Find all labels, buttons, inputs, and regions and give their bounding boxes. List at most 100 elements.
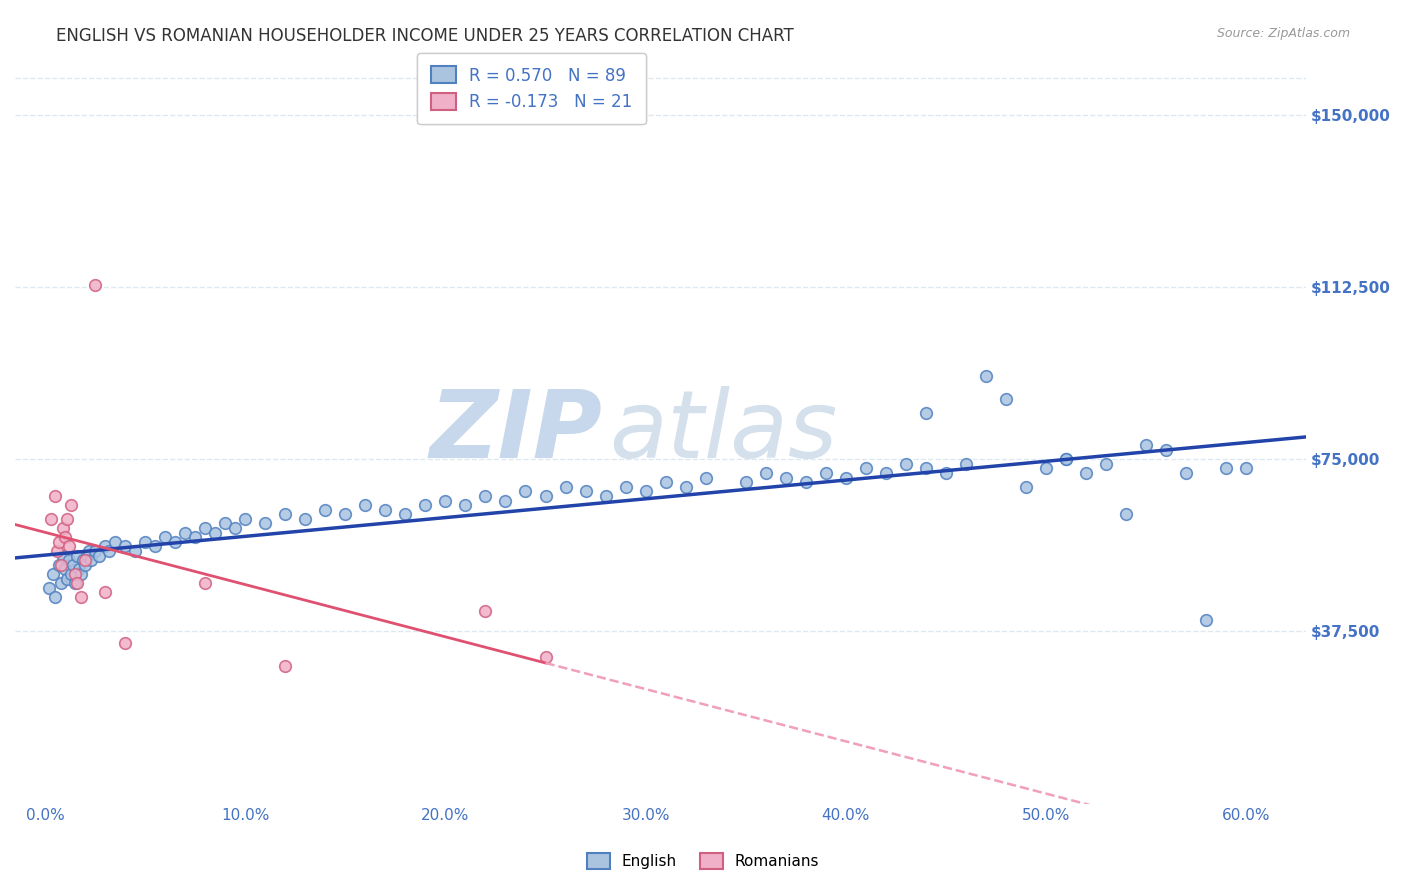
Point [1015,480,1038,494]
Point [62,558,84,572]
Point [63,576,86,591]
Point [134,534,156,549]
Point [734,475,756,490]
Point [534,649,557,664]
Point [634,484,657,499]
Point [814,466,837,480]
Point [1095,457,1118,471]
Point [274,508,297,522]
Point [75,553,97,567]
Point [38,581,60,595]
Point [66,549,89,563]
Point [84,277,107,292]
Point [1115,508,1137,522]
Point [515,484,537,499]
Point [294,512,316,526]
Point [48,558,70,572]
Point [955,457,977,471]
Point [143,540,166,554]
Point [70,590,93,604]
Point [72,553,94,567]
Point [434,493,457,508]
Point [1195,613,1218,627]
Point [49,558,72,572]
Point [63,566,86,581]
Point [77,544,100,558]
Text: ZIP: ZIP [430,385,603,477]
Point [56,512,79,526]
Point [44,590,66,604]
Point [174,525,197,540]
Point [354,498,377,512]
Legend: English, Romanians: English, Romanians [581,847,825,875]
Point [474,489,496,503]
Point [1074,466,1097,480]
Point [335,508,357,522]
Point [415,498,437,512]
Point [835,470,858,484]
Point [53,562,76,576]
Point [165,534,187,549]
Point [374,502,396,516]
Point [39,512,62,526]
Point [58,540,80,554]
Point [915,406,938,420]
Point [314,502,336,516]
Point [84,544,107,558]
Point [66,576,89,591]
Point [48,534,70,549]
Point [614,480,637,494]
Point [76,549,98,563]
Text: ENGLISH VS ROMANIAN HOUSEHOLDER INCOME UNDER 25 YEARS CORRELATION CHART: ENGLISH VS ROMANIAN HOUSEHOLDER INCOME U… [56,27,794,45]
Point [60,566,83,581]
Point [224,521,246,535]
Point [194,576,217,591]
Point [775,470,797,484]
Point [75,558,97,572]
Point [855,461,877,475]
Point [1035,461,1057,475]
Point [80,553,103,567]
Point [58,553,80,567]
Point [595,489,617,503]
Point [46,544,69,558]
Point [70,566,93,581]
Point [94,585,117,599]
Point [98,544,121,558]
Point [574,484,596,499]
Point [394,508,416,522]
Point [654,475,676,490]
Point [675,480,697,494]
Point [49,576,72,591]
Point [994,392,1017,407]
Point [124,544,146,558]
Point [214,516,236,531]
Point [204,525,226,540]
Point [534,489,557,503]
Point [87,549,110,563]
Point [233,512,256,526]
Point [755,466,778,480]
Point [67,562,90,576]
Point [1054,452,1077,467]
Point [56,572,79,586]
Point [1135,438,1157,452]
Point [42,566,65,581]
Point [53,530,76,544]
Text: Source: ZipAtlas.com: Source: ZipAtlas.com [1216,27,1350,40]
Point [894,457,917,471]
Point [153,530,176,544]
Point [114,636,136,650]
Point [915,461,938,475]
Point [254,516,277,531]
Point [794,475,817,490]
Point [554,480,576,494]
Point [194,521,217,535]
Point [60,498,83,512]
Point [474,604,496,618]
Point [875,466,897,480]
Point [974,369,997,384]
Legend: R = 0.570   N = 89, R = -0.173   N = 21: R = 0.570 N = 89, R = -0.173 N = 21 [418,53,645,124]
Point [44,489,66,503]
Point [1154,442,1177,457]
